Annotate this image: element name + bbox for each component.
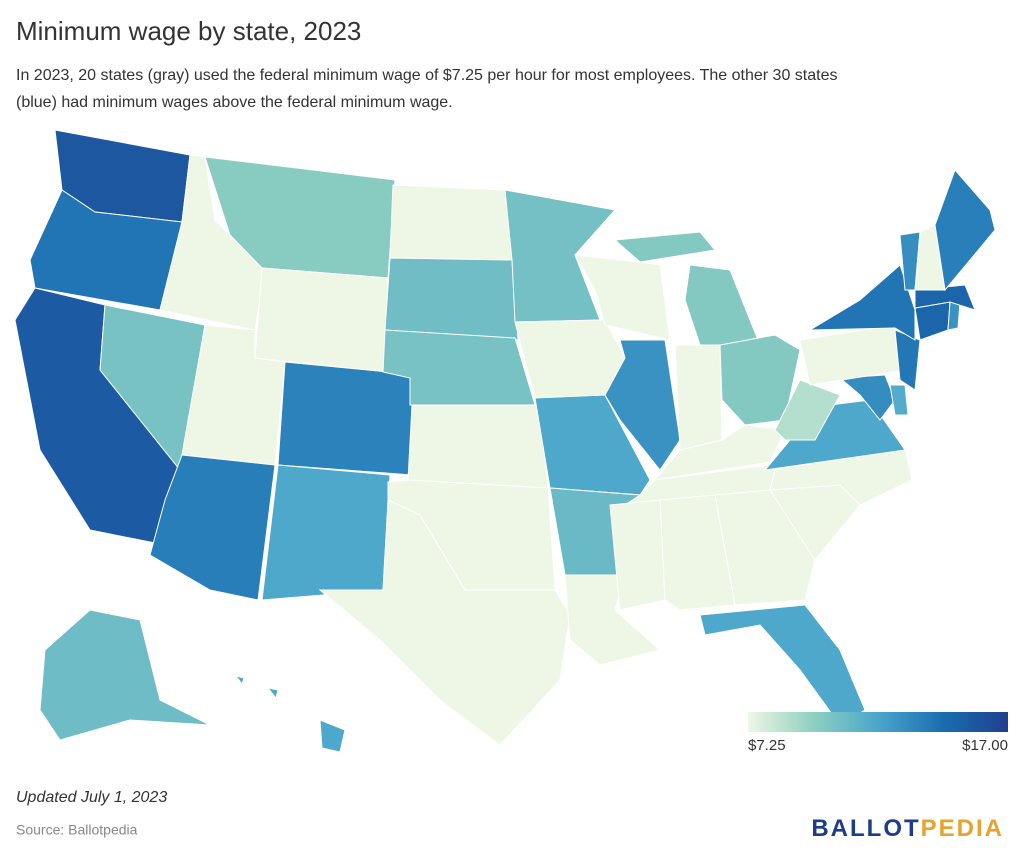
- state: [39, 609, 211, 741]
- state: [914, 301, 951, 341]
- state: [534, 394, 651, 496]
- state: [149, 454, 276, 601]
- state: [609, 499, 666, 611]
- subtitle: (blue) had minimum wages above the feder…: [16, 94, 453, 111]
- state: [254, 267, 389, 373]
- state: [659, 494, 736, 611]
- state: [514, 319, 626, 399]
- state: [774, 379, 841, 441]
- state: [914, 284, 976, 311]
- state: [261, 464, 391, 601]
- state: [384, 257, 519, 341]
- state: [934, 169, 996, 292]
- state: [407, 404, 549, 489]
- legend-bar: [748, 712, 1008, 732]
- state: [674, 344, 723, 451]
- state: [382, 329, 536, 406]
- logo: BALLOTPEDIA: [811, 815, 1004, 842]
- state: [699, 604, 866, 726]
- state: [808, 264, 916, 341]
- state: [947, 301, 961, 331]
- logo-part: BALLOT: [811, 815, 920, 842]
- subtitle: In 2023, 20 states (gray) used the feder…: [16, 67, 837, 84]
- map: [14, 129, 996, 753]
- state: [799, 324, 906, 386]
- state: [763, 399, 906, 471]
- state: [318, 499, 571, 746]
- state: [714, 489, 816, 606]
- legend-label: $7.25: [748, 737, 786, 754]
- updated-note: Updated July 1, 2023: [16, 789, 167, 806]
- state: [234, 675, 346, 753]
- source: Source: Ballotpedia: [16, 822, 138, 838]
- state: [277, 361, 421, 476]
- state: [838, 374, 896, 421]
- state: [769, 447, 913, 506]
- state: [604, 339, 681, 471]
- logo-part: PEDIA: [921, 815, 1004, 842]
- state: [894, 329, 921, 391]
- title: Minimum wage by state, 2023: [16, 16, 361, 46]
- state: [389, 184, 513, 261]
- legend-label: $17.00: [962, 737, 1008, 754]
- state: [889, 384, 909, 416]
